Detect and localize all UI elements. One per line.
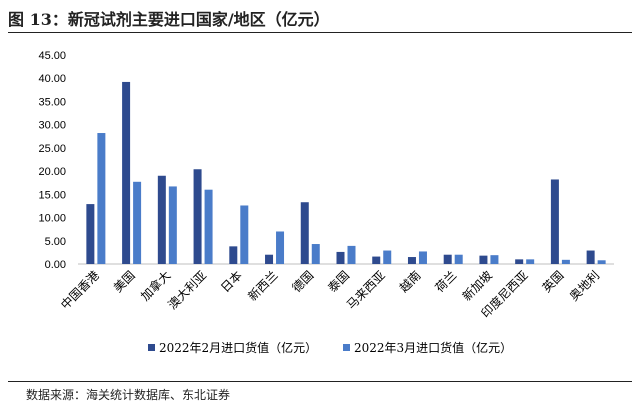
- bar-feb: [407, 257, 416, 264]
- bar-mar: [347, 245, 356, 264]
- bar-mar: [168, 186, 177, 264]
- y-tick-label: 0.00: [45, 259, 66, 271]
- bar-mar: [490, 255, 499, 264]
- bar-feb: [86, 204, 95, 264]
- legend-label: 2022年3月进口货值（亿元）: [354, 340, 512, 355]
- bar-feb: [443, 254, 452, 264]
- legend-swatch: [148, 344, 155, 351]
- x-tick-label: 荷兰: [432, 268, 459, 295]
- x-tick-label: 越南: [396, 268, 424, 296]
- bar-feb: [586, 250, 595, 264]
- legend-swatch: [343, 344, 350, 351]
- bar-feb: [300, 202, 309, 264]
- legend-label: 2022年2月进口货值（亿元）: [159, 340, 317, 355]
- bars: [86, 81, 606, 264]
- y-axis: 0.00 5.00 10.00 15.00 20.00 25.00 30.00 35.00 40…: [38, 50, 66, 271]
- bar-feb: [479, 255, 488, 264]
- y-tick-label: 10.00: [38, 213, 66, 225]
- x-tick-label: 新西兰: [245, 268, 281, 304]
- x-tick-label: 泰国: [325, 268, 352, 295]
- bar-feb: [550, 179, 559, 264]
- bar-feb: [157, 175, 166, 264]
- y-tick-label: 45.00: [38, 50, 66, 62]
- y-tick-label: 25.00: [38, 143, 66, 155]
- source-bar: 数据来源：海关统计数据库、东北证券: [8, 381, 632, 408]
- bar-feb: [265, 254, 274, 264]
- legend: 2022年2月进口货值（亿元） 2022年3月进口货值（亿元）: [148, 340, 512, 355]
- x-tick-label: 德国: [289, 268, 317, 296]
- figure-title: 图 13：新冠试剂主要进口国家/地区（亿元）: [8, 10, 330, 29]
- x-tick-label: 马来西亚: [344, 268, 388, 312]
- bar-feb: [336, 251, 345, 264]
- bar-feb: [122, 81, 131, 264]
- bar-mar: [561, 259, 570, 264]
- x-tick-label: 日本: [218, 268, 245, 295]
- x-tick-label: 英国: [540, 268, 567, 295]
- bar-feb: [372, 256, 381, 264]
- x-tick-label: 奥地利: [567, 268, 602, 303]
- bar-mar: [454, 254, 463, 264]
- bar-mar: [597, 260, 606, 264]
- bar-mar: [97, 133, 106, 264]
- bar-mar: [204, 189, 213, 264]
- bar-mar: [311, 244, 320, 264]
- bar-feb: [193, 169, 202, 264]
- source-note: 数据来源：海关统计数据库、东北证券: [26, 388, 231, 402]
- y-tick-label: 35.00: [38, 96, 66, 108]
- x-tick-label: 中国香港: [57, 268, 102, 313]
- bar-mar: [383, 250, 392, 264]
- y-tick-label: 5.00: [45, 236, 66, 248]
- bar-feb: [229, 246, 238, 264]
- figure-header: 图 13：新冠试剂主要进口国家/地区（亿元）: [8, 4, 632, 33]
- x-tick-label: 美国: [111, 268, 138, 295]
- x-tick-label: 澳大利亚: [165, 268, 209, 312]
- bar-mar: [526, 259, 535, 264]
- bar-mar: [418, 251, 427, 264]
- y-tick-label: 15.00: [38, 189, 66, 201]
- y-tick-label: 40.00: [38, 73, 66, 85]
- y-tick-label: 20.00: [38, 166, 66, 178]
- y-tick-label: 30.00: [38, 120, 66, 132]
- bar-feb: [515, 259, 524, 264]
- bar-mar: [240, 205, 249, 264]
- bar-mar: [133, 181, 142, 264]
- bar-mar: [276, 231, 285, 264]
